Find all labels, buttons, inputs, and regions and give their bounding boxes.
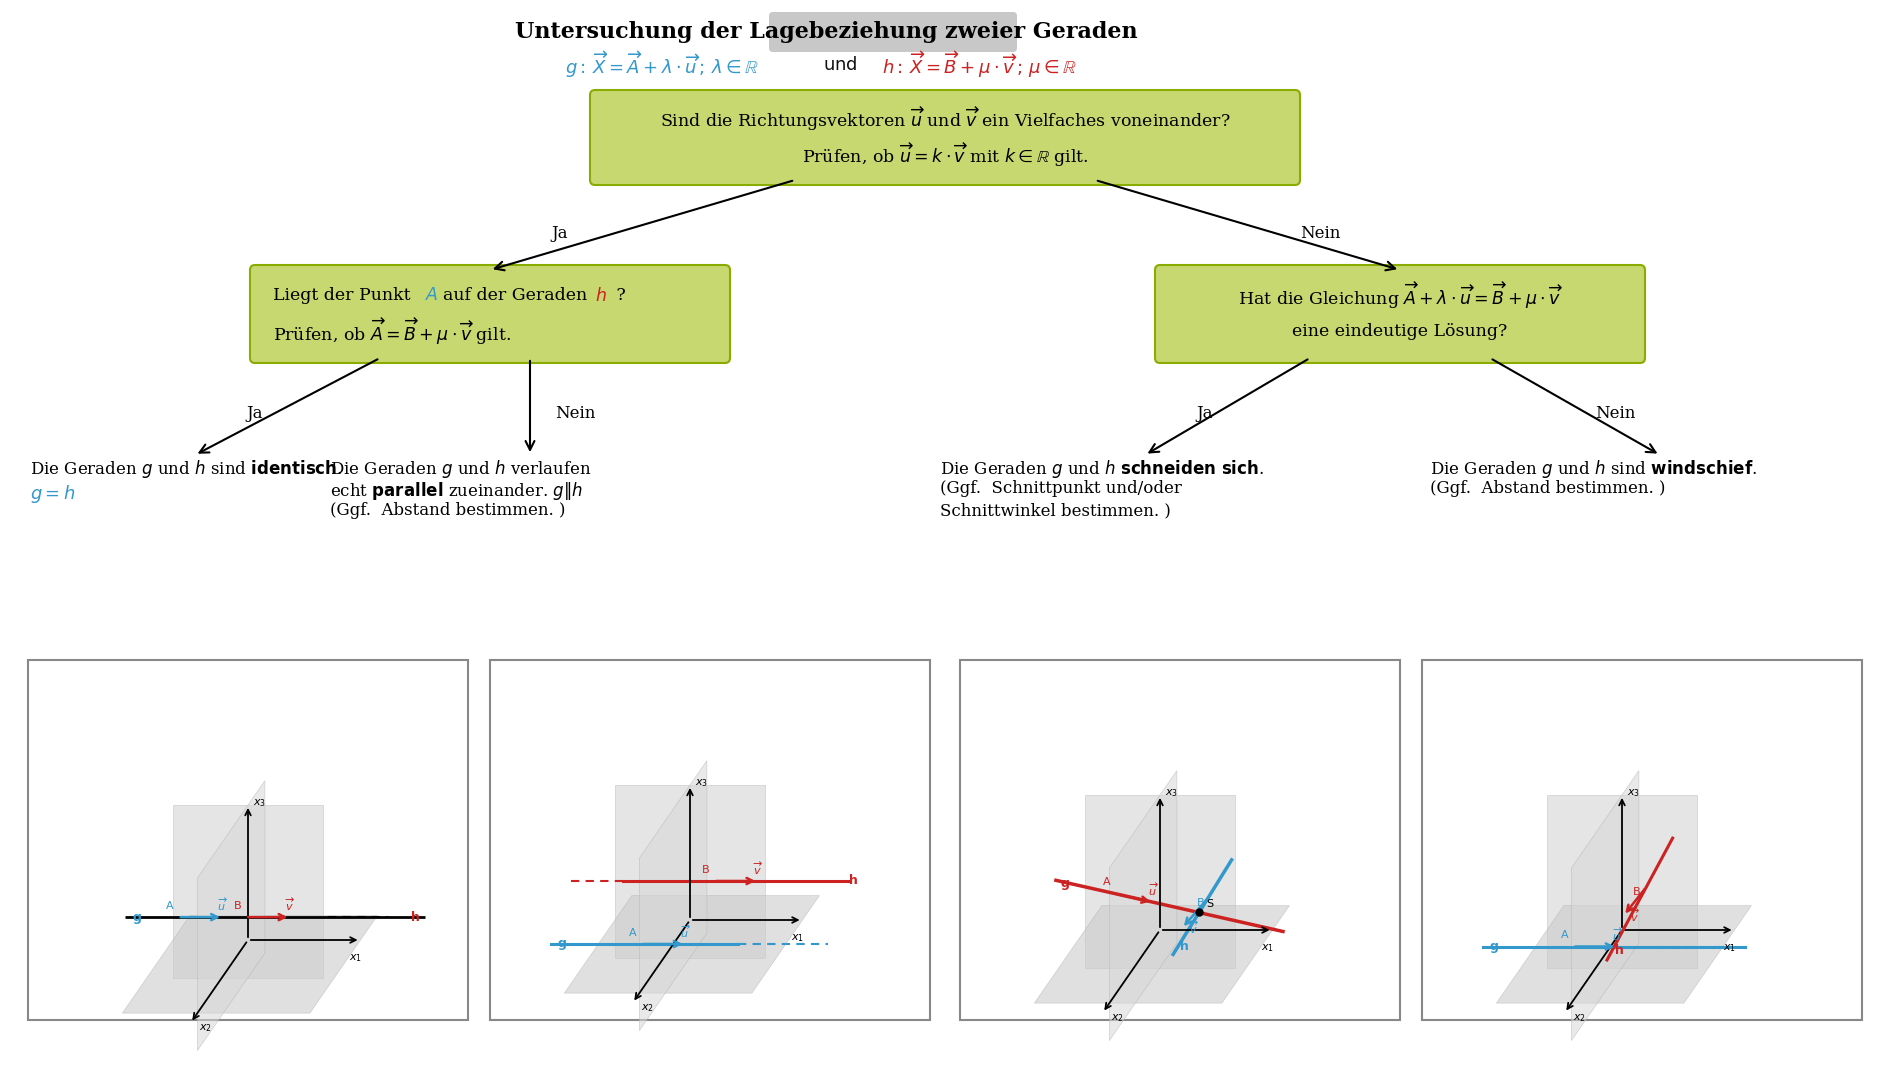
Polygon shape bbox=[638, 760, 706, 1030]
Text: A: A bbox=[1101, 877, 1109, 888]
FancyBboxPatch shape bbox=[769, 12, 1016, 52]
Text: Die Geraden $g$ und $h$ $\mathbf{schneiden\ sich}$.: Die Geraden $g$ und $h$ $\mathbf{schneid… bbox=[939, 458, 1264, 480]
Text: $g:\,\overrightarrow{X}=\overrightarrow{A}+\lambda\cdot\overrightarrow{u}\,;\,\l: $g:\,\overrightarrow{X}=\overrightarrow{… bbox=[565, 50, 759, 81]
Text: Die Geraden $g$ und $h$ verlaufen: Die Geraden $g$ und $h$ verlaufen bbox=[331, 458, 591, 480]
Text: $x_2$: $x_2$ bbox=[198, 1022, 212, 1034]
Text: h: h bbox=[410, 910, 419, 923]
Text: B: B bbox=[1196, 897, 1203, 907]
Text: $\overrightarrow{u}$: $\overrightarrow{u}$ bbox=[680, 924, 691, 940]
Text: Schnittwinkel bestimmen. ): Schnittwinkel bestimmen. ) bbox=[939, 502, 1171, 519]
FancyBboxPatch shape bbox=[249, 265, 729, 363]
Text: Ja: Ja bbox=[247, 405, 263, 421]
Text: ?: ? bbox=[610, 287, 625, 305]
Polygon shape bbox=[565, 895, 820, 994]
Polygon shape bbox=[1570, 771, 1638, 1041]
Text: $g=h$: $g=h$ bbox=[30, 483, 76, 505]
Text: Die Geraden $g$ und $h$ sind $\mathbf{windschief}$.: Die Geraden $g$ und $h$ sind $\mathbf{wi… bbox=[1430, 458, 1757, 480]
Text: g: g bbox=[1489, 940, 1498, 953]
Text: $\overrightarrow{v}$: $\overrightarrow{v}$ bbox=[1188, 920, 1198, 936]
Text: $h$: $h$ bbox=[595, 287, 606, 305]
Text: h: h bbox=[1179, 940, 1188, 953]
Text: $\overrightarrow{u}$: $\overrightarrow{u}$ bbox=[1147, 882, 1158, 899]
Text: A: A bbox=[166, 901, 174, 912]
Text: zweier Geraden: zweier Geraden bbox=[944, 21, 1137, 43]
Polygon shape bbox=[174, 805, 323, 977]
Text: Nein: Nein bbox=[555, 405, 595, 421]
Text: Liegt der Punkt: Liegt der Punkt bbox=[272, 287, 416, 305]
Text: A: A bbox=[1560, 931, 1568, 941]
Text: g: g bbox=[1060, 877, 1069, 890]
Text: $x_2$: $x_2$ bbox=[640, 1002, 654, 1014]
Text: eine eindeutige Lösung?: eine eindeutige Lösung? bbox=[1292, 324, 1507, 340]
Text: Nein: Nein bbox=[1300, 225, 1339, 242]
Text: g: g bbox=[132, 910, 142, 923]
Text: Prüfen, ob $\overrightarrow{u}=k\cdot\overrightarrow{v}$ mit $k\in\mathbb{R}$ gi: Prüfen, ob $\overrightarrow{u}=k\cdot\ov… bbox=[801, 141, 1088, 170]
Text: $x_1$: $x_1$ bbox=[1723, 942, 1736, 954]
Text: $\overrightarrow{u}$: $\overrightarrow{u}$ bbox=[217, 897, 229, 914]
Text: $x_1$: $x_1$ bbox=[790, 932, 803, 944]
Text: $x_2$: $x_2$ bbox=[1572, 1012, 1585, 1024]
Text: $\overrightarrow{v}$: $\overrightarrow{v}$ bbox=[285, 897, 295, 914]
Text: echt $\mathbf{parallel}$ zueinander. $g\|h$: echt $\mathbf{parallel}$ zueinander. $g\… bbox=[331, 480, 584, 502]
Text: B: B bbox=[701, 865, 708, 875]
Text: $\overrightarrow{v}$: $\overrightarrow{v}$ bbox=[754, 861, 763, 877]
Text: $\overrightarrow{u}$: $\overrightarrow{u}$ bbox=[1611, 927, 1623, 943]
Text: S: S bbox=[1205, 900, 1213, 909]
Polygon shape bbox=[1033, 906, 1288, 1003]
Text: Untersuchung der Lagebeziehung: Untersuchung der Lagebeziehung bbox=[514, 21, 944, 43]
Text: B: B bbox=[1632, 887, 1640, 896]
Text: B: B bbox=[234, 901, 242, 912]
Text: auf der Geraden: auf der Geraden bbox=[442, 287, 593, 305]
Polygon shape bbox=[196, 781, 264, 1051]
Text: $x_2$: $x_2$ bbox=[1111, 1012, 1124, 1024]
Text: Ja: Ja bbox=[1196, 405, 1213, 421]
Bar bbox=[489, 660, 929, 1020]
Polygon shape bbox=[1496, 906, 1751, 1003]
Text: $x_1$: $x_1$ bbox=[1260, 942, 1273, 954]
Text: $x_3$: $x_3$ bbox=[1626, 787, 1640, 799]
Text: $\overrightarrow{v}$: $\overrightarrow{v}$ bbox=[1630, 907, 1640, 923]
Text: h: h bbox=[1613, 944, 1623, 957]
Text: (Ggf.  Abstand bestimmen. ): (Ggf. Abstand bestimmen. ) bbox=[1430, 480, 1664, 497]
Text: Hat die Gleichung $\overrightarrow{A}+\lambda\cdot\overrightarrow{u}=\overrighta: Hat die Gleichung $\overrightarrow{A}+\l… bbox=[1237, 281, 1562, 311]
Text: $x_3$: $x_3$ bbox=[1164, 787, 1177, 799]
Polygon shape bbox=[1547, 795, 1696, 968]
Polygon shape bbox=[614, 785, 765, 958]
Text: Sind die Richtungsvektoren $\overrightarrow{u}$ und $\overrightarrow{v}$ ein Vie: Sind die Richtungsvektoren $\overrightar… bbox=[659, 106, 1230, 133]
Text: $h:\,\overrightarrow{X}=\overrightarrow{B}+\mu\cdot\overrightarrow{v}\,;\,\mu\in: $h:\,\overrightarrow{X}=\overrightarrow{… bbox=[882, 50, 1077, 81]
Text: $\mathrm{und}$: $\mathrm{und}$ bbox=[822, 56, 858, 75]
Bar bbox=[1421, 660, 1861, 1020]
Bar bbox=[28, 660, 468, 1020]
Bar bbox=[960, 660, 1400, 1020]
FancyBboxPatch shape bbox=[1154, 265, 1643, 363]
Text: $x_1$: $x_1$ bbox=[349, 951, 363, 963]
Text: Nein: Nein bbox=[1594, 405, 1634, 421]
Text: Ja: Ja bbox=[552, 225, 569, 242]
Text: g: g bbox=[557, 937, 567, 950]
Text: Prüfen, ob $\overrightarrow{A}=\overrightarrow{B}+\mu\cdot\overrightarrow{v}$ gi: Prüfen, ob $\overrightarrow{A}=\overrigh… bbox=[272, 316, 510, 348]
Text: $A$: $A$ bbox=[425, 287, 438, 305]
Text: Die Geraden $g$ und $h$ sind $\mathbf{identisch}$.: Die Geraden $g$ und $h$ sind $\mathbf{id… bbox=[30, 458, 342, 480]
Polygon shape bbox=[123, 916, 378, 1013]
Text: (Ggf.  Schnittpunkt und/oder: (Ggf. Schnittpunkt und/oder bbox=[939, 480, 1181, 497]
Text: A: A bbox=[629, 928, 637, 939]
Text: (Ggf.  Abstand bestimmen. ): (Ggf. Abstand bestimmen. ) bbox=[331, 502, 565, 519]
FancyBboxPatch shape bbox=[589, 90, 1300, 185]
Polygon shape bbox=[1084, 795, 1234, 968]
Text: h: h bbox=[848, 875, 858, 888]
Polygon shape bbox=[1109, 771, 1177, 1041]
Text: $x_3$: $x_3$ bbox=[253, 797, 266, 809]
Text: $x_3$: $x_3$ bbox=[695, 778, 708, 788]
